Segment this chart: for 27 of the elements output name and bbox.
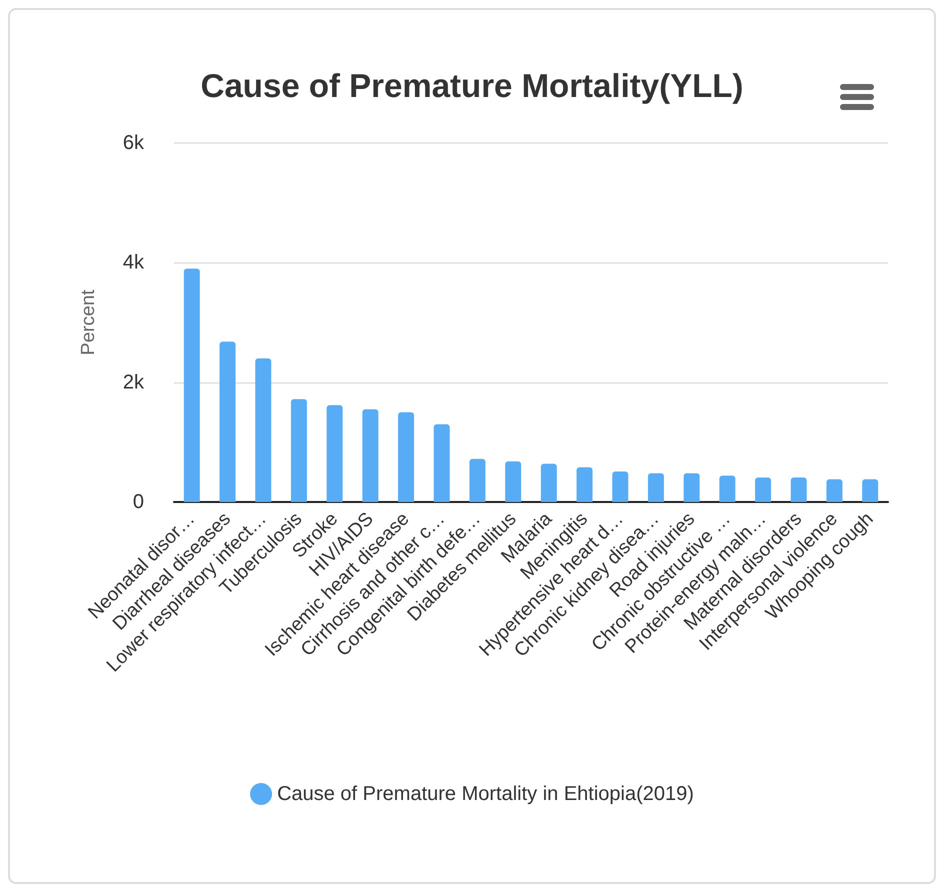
bar: [790, 477, 807, 502]
bar: [184, 268, 200, 502]
bar: [290, 399, 307, 502]
bar: [826, 479, 842, 502]
bar: [362, 409, 378, 502]
bar: [540, 464, 557, 502]
bar: [220, 342, 236, 502]
bar: [255, 358, 272, 502]
legend-label: Cause of Premature Mortality in Ehtiopia(2019): [277, 783, 694, 805]
bar: [576, 467, 593, 502]
bar: [719, 476, 736, 502]
bar: [326, 405, 343, 502]
bar: [434, 424, 450, 502]
bar: [862, 479, 878, 502]
y-tick-label: 4k: [122, 252, 145, 274]
chart-title: Cause of Premature Mortality(YLL): [200, 67, 744, 104]
y-axis-title: Percent: [78, 289, 99, 356]
bar: [648, 473, 664, 502]
y-tick-label: 0: [132, 491, 144, 513]
bar: [398, 412, 414, 502]
bar: [612, 471, 628, 502]
bar: [505, 461, 522, 502]
bar: [755, 477, 772, 502]
y-tick-label: 6k: [122, 132, 145, 154]
bar: [684, 473, 700, 502]
bar: [469, 458, 486, 502]
y-tick-label: 2k: [122, 371, 145, 394]
